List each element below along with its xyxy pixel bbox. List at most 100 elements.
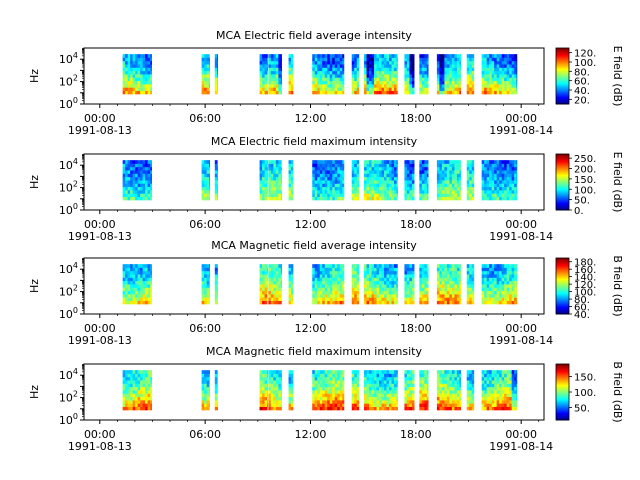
heatmap-cell <box>386 186 390 191</box>
heatmap-cell <box>406 54 410 58</box>
heatmap-cell <box>268 406 272 411</box>
heatmap-cell <box>319 90 323 95</box>
colorbar-step <box>556 258 569 260</box>
heatmap-cell <box>322 300 326 305</box>
heatmap-cell <box>421 60 425 65</box>
heatmap-cell <box>275 280 279 285</box>
heatmap-cell <box>147 74 151 78</box>
heatmap-cell <box>449 390 453 394</box>
heatmap-cell <box>351 287 355 292</box>
heatmap-cell <box>381 373 385 378</box>
heatmap-cell <box>354 67 358 72</box>
heatmap-cell <box>319 180 323 184</box>
heatmap-cell <box>409 64 413 68</box>
heatmap-cell <box>270 83 274 88</box>
heatmap-cell <box>122 277 126 282</box>
heatmap-cell <box>147 186 151 191</box>
heatmap-cell <box>421 370 425 374</box>
heatmap-cell <box>369 383 372 388</box>
heatmap-cell <box>384 380 387 384</box>
heatmap-cell <box>494 80 498 85</box>
heatmap-cell <box>484 380 488 384</box>
heatmap-cell <box>142 370 146 374</box>
heatmap-cell <box>449 399 453 404</box>
heatmap-cell <box>130 196 134 201</box>
heatmap-cell <box>273 370 277 374</box>
heatmap-cell <box>364 173 367 178</box>
heatmap-cell <box>145 297 149 301</box>
heatmap-cell <box>259 393 263 398</box>
heatmap-cell <box>342 64 345 68</box>
colorbar-step <box>556 276 569 279</box>
heatmap-cell <box>441 370 445 374</box>
heatmap-cell <box>441 163 445 168</box>
heatmap-cell <box>491 274 495 278</box>
heatmap-cell <box>327 380 331 384</box>
heatmap-cell <box>314 406 318 411</box>
heatmap-cell <box>356 67 360 72</box>
colorbar-tick-label: 120. <box>574 49 596 60</box>
heatmap-cell <box>332 376 336 381</box>
colorbar-label: E field (dB) <box>611 46 624 107</box>
heatmap-cell <box>327 87 331 91</box>
heatmap-cell <box>411 284 415 288</box>
heatmap-cell <box>264 270 268 275</box>
heatmap-cell <box>439 284 443 288</box>
heatmap-cell <box>332 373 336 378</box>
heatmap-cell <box>491 57 495 62</box>
heatmap-cell <box>439 64 443 68</box>
heatmap-cell <box>201 60 205 65</box>
heatmap-cell <box>409 67 413 72</box>
heatmap-cell <box>327 277 331 282</box>
heatmap-cell <box>426 186 429 191</box>
heatmap-cell <box>127 160 131 164</box>
heatmap-cell <box>312 386 316 391</box>
heatmap-cell <box>466 264 470 268</box>
heatmap-cell <box>209 376 210 381</box>
heatmap-cell <box>384 399 387 404</box>
heatmap-cell <box>332 173 336 178</box>
heatmap-cell <box>456 373 460 378</box>
heatmap-cell <box>421 293 425 298</box>
heatmap-cell <box>484 160 488 164</box>
heatmap-cell <box>356 390 360 394</box>
heatmap-cell <box>314 160 318 164</box>
heatmap-cell <box>275 393 279 398</box>
heatmap-cell <box>409 403 413 407</box>
heatmap-cell <box>140 267 144 272</box>
heatmap-cell <box>386 160 390 164</box>
heatmap-cell <box>201 67 205 72</box>
heatmap-cell <box>371 393 375 398</box>
colorbar-step <box>556 284 569 286</box>
heatmap-cell <box>486 173 490 178</box>
heatmap-cell <box>389 166 392 171</box>
colorbar-tick-label: 80. <box>574 295 590 306</box>
heatmap-cell <box>451 293 455 298</box>
heatmap-cell <box>275 64 279 68</box>
heatmap-cell <box>137 284 141 288</box>
heatmap-cell <box>339 193 343 197</box>
colorbar-tick-label: 40. <box>574 310 590 321</box>
colorbar-step <box>556 265 569 267</box>
heatmap-cell <box>396 160 398 164</box>
colorbar-step <box>556 296 569 298</box>
heatmap-cell <box>319 193 323 197</box>
heatmap-cell <box>516 160 518 164</box>
colorbar-step <box>556 258 569 261</box>
heatmap-cell <box>145 80 149 85</box>
heatmap-cell <box>273 64 277 68</box>
heatmap-cell <box>145 386 149 391</box>
heatmap-cell <box>404 274 408 278</box>
heatmap-cell <box>374 166 377 171</box>
heatmap-cell <box>273 403 277 407</box>
heatmap-cell <box>137 176 141 181</box>
heatmap-cell <box>150 376 152 381</box>
colorbar-step <box>556 174 569 176</box>
heatmap-cell <box>436 183 440 188</box>
heatmap-cell <box>135 383 139 388</box>
heatmap-cell <box>327 390 331 394</box>
heatmap-cell <box>374 170 377 174</box>
heatmap-cell <box>376 370 380 374</box>
heatmap-cell <box>364 74 367 78</box>
heatmap-cell <box>481 163 485 168</box>
